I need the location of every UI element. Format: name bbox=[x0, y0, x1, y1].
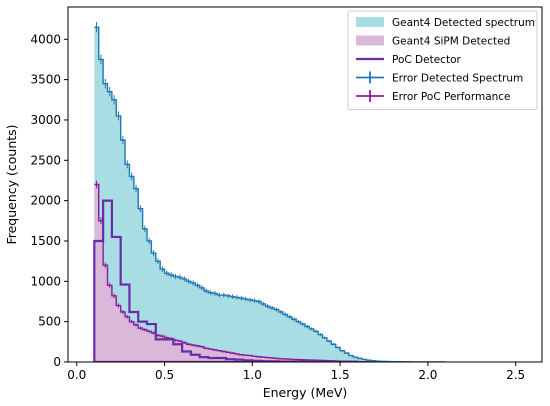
y-tick-label: 4000 bbox=[30, 32, 61, 46]
legend-box bbox=[347, 10, 538, 110]
legend-item: Error PoC Performance bbox=[356, 90, 511, 103]
x-tick-label: 1.0 bbox=[243, 368, 262, 382]
error-detected-spectrum bbox=[94, 21, 446, 362]
legend-item: PoC Detector bbox=[356, 54, 461, 66]
y-tick-label: 3000 bbox=[30, 113, 61, 127]
legend-item: Error Detected Spectrum bbox=[356, 71, 523, 85]
legend-label: Error Detected Spectrum bbox=[392, 73, 523, 85]
y-tick-label: 2000 bbox=[30, 194, 61, 208]
legend-swatch bbox=[356, 17, 384, 27]
y-tick-label: 3500 bbox=[30, 73, 61, 87]
y-axis-label: Frequency (counts) bbox=[4, 124, 19, 244]
legend-label: Geant4 Detected spectrum bbox=[392, 17, 535, 29]
legend: Geant4 Detected spectrum Geant4 SiPM Dete… bbox=[347, 10, 538, 110]
legend-label: Error PoC Performance bbox=[392, 91, 511, 103]
y-tick-label: 500 bbox=[38, 315, 61, 329]
y-tick-label: 0 bbox=[53, 355, 61, 369]
plot-area bbox=[93, 21, 446, 362]
legend-item: Geant4 SiPM Detected bbox=[356, 35, 510, 48]
y-tick-label: 1000 bbox=[30, 274, 61, 288]
x-axis-label: Energy (MeV) bbox=[263, 385, 348, 400]
legend-swatch bbox=[356, 35, 384, 46]
y-tick-label: 1500 bbox=[30, 234, 61, 248]
sipm-detected-fill bbox=[94, 184, 402, 362]
x-tick-label: 2.0 bbox=[418, 368, 437, 382]
y-tick-label: 2500 bbox=[30, 153, 61, 167]
legend-label: PoC Detector bbox=[392, 54, 461, 66]
legend-label: Geant4 SiPM Detected bbox=[392, 36, 510, 48]
axes-frame bbox=[67, 6, 543, 363]
y-axis: 0 500 1000 1500 2000 2500 3000 3500 4000 bbox=[30, 32, 68, 369]
x-tick-label: 2.5 bbox=[506, 368, 525, 382]
x-tick-label: 1.5 bbox=[331, 368, 350, 382]
x-axis: 0.0 0.5 1.0 1.5 2.0 2.5 bbox=[67, 362, 525, 382]
x-tick-label: 0.0 bbox=[67, 368, 86, 382]
legend-item: Geant4 Detected spectrum bbox=[356, 17, 535, 29]
x-tick-label: 0.5 bbox=[155, 368, 174, 382]
